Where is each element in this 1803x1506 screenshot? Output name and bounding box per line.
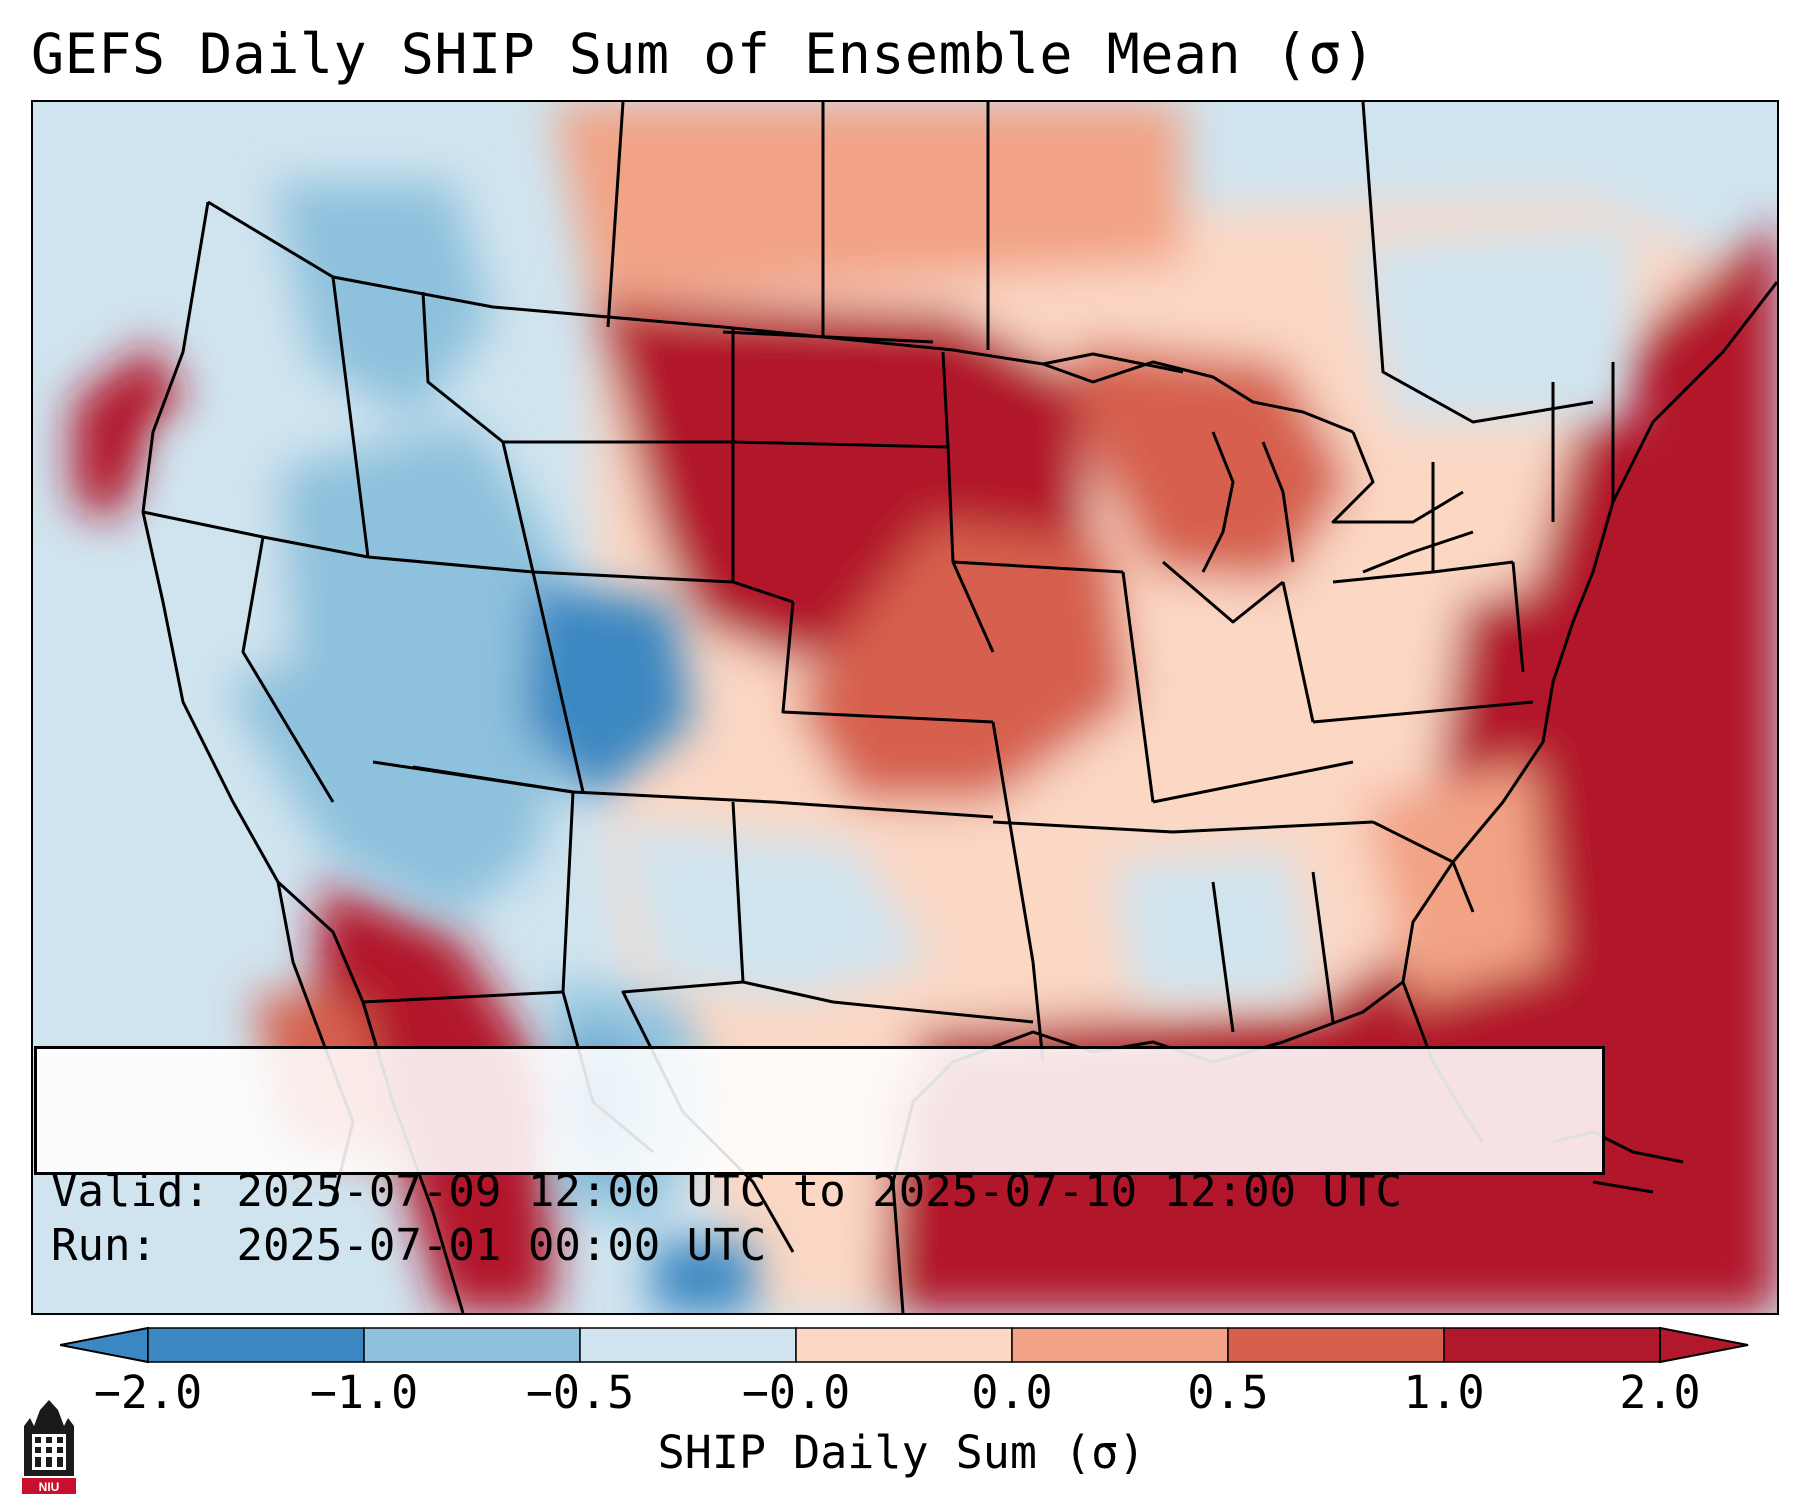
run-label: Run: <box>51 1220 157 1271</box>
colorbar-extend-low <box>60 1326 149 1364</box>
run-line: Run: 2025-07-01 00:00 UTC <box>51 1219 1588 1273</box>
colorbar-tick-5: 0.5 <box>1187 1366 1269 1419</box>
run-value: 2025-07-01 00:00 UTC <box>236 1220 767 1271</box>
colorbar-segment <box>1227 1327 1445 1363</box>
svg-text:NIU: NIU <box>39 1480 60 1494</box>
colorbar-tick-4: 0.0 <box>971 1366 1053 1419</box>
colorbar-tick-3: −0.0 <box>741 1366 851 1419</box>
colorbar <box>60 1326 1749 1364</box>
colorbar-segment <box>363 1327 581 1363</box>
colorbar-tick-1: −1.0 <box>309 1366 419 1419</box>
valid-run-box: Valid: 2025-07-09 12:00 UTC to 2025-07-1… <box>34 1046 1605 1271</box>
chart-title: GEFS Daily SHIP Sum of Ensemble Mean (σ) <box>31 22 1376 86</box>
colorbar-tick-0: −2.0 <box>93 1366 203 1419</box>
colorbar-segment <box>795 1327 1013 1363</box>
colorbar-segment <box>579 1327 797 1363</box>
colorbar-tick-7: 2.0 <box>1619 1366 1701 1419</box>
colorbar-segment <box>1443 1327 1661 1363</box>
colorbar-segment <box>147 1327 365 1363</box>
colorbar-segments <box>60 1326 1749 1364</box>
valid-line: Valid: 2025-07-09 12:00 UTC to 2025-07-1… <box>51 1165 1588 1219</box>
colorbar-tick-2: −0.5 <box>525 1366 635 1419</box>
niu-logo-icon: NIU <box>22 1400 76 1494</box>
colorbar-label: SHIP Daily Sum (σ) <box>657 1426 1146 1479</box>
valid-value: 2025-07-09 12:00 UTC to 2025-07-10 12:00… <box>236 1166 1403 1217</box>
colorbar-tick-6: 1.0 <box>1403 1366 1485 1419</box>
colorbar-extend-high <box>1659 1326 1749 1364</box>
colorbar-segment <box>1011 1327 1229 1363</box>
valid-label: Valid: <box>51 1166 210 1217</box>
